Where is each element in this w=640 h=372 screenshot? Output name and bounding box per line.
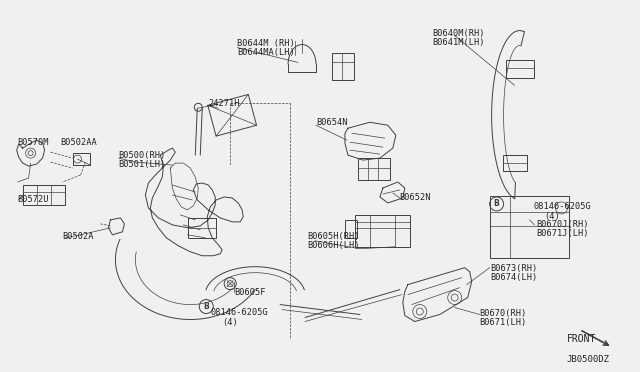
Text: (4): (4) xyxy=(545,212,560,221)
Text: B0673(RH): B0673(RH) xyxy=(491,264,538,273)
Bar xyxy=(188,218,216,238)
Text: 24271H: 24271H xyxy=(208,99,240,108)
Text: B: B xyxy=(493,199,499,208)
Text: B0605H(RH): B0605H(RH) xyxy=(307,232,360,241)
Bar xyxy=(355,215,410,247)
Text: B0606H(LH): B0606H(LH) xyxy=(307,241,360,250)
Bar xyxy=(358,158,390,180)
Text: B0570M: B0570M xyxy=(18,138,49,147)
Bar xyxy=(502,155,527,171)
Text: B0652N: B0652N xyxy=(399,193,430,202)
Text: B0572U: B0572U xyxy=(18,195,49,204)
Text: B0654N: B0654N xyxy=(316,118,348,127)
Text: B0644M (RH): B0644M (RH) xyxy=(237,39,295,48)
Text: B0670J(RH): B0670J(RH) xyxy=(536,220,589,229)
Text: 08146-6205G: 08146-6205G xyxy=(210,308,268,317)
Text: B: B xyxy=(204,302,209,311)
Text: B0605F: B0605F xyxy=(234,288,266,296)
Text: B0502AA: B0502AA xyxy=(61,138,97,147)
Text: B0500(RH): B0500(RH) xyxy=(118,151,166,160)
Text: B0501(LH): B0501(LH) xyxy=(118,160,166,169)
Text: B0641M(LH): B0641M(LH) xyxy=(432,38,484,46)
Text: B0640M(RH): B0640M(RH) xyxy=(432,29,484,38)
Bar xyxy=(332,52,354,80)
Bar xyxy=(490,196,570,258)
Bar xyxy=(345,220,357,238)
Text: FRONT: FRONT xyxy=(566,334,596,344)
Text: (4): (4) xyxy=(222,318,238,327)
Text: B0502A: B0502A xyxy=(63,232,94,241)
Text: B0674(LH): B0674(LH) xyxy=(491,273,538,282)
Text: JB0500DZ: JB0500DZ xyxy=(566,355,609,364)
Bar xyxy=(72,153,90,165)
Bar xyxy=(22,185,65,205)
Text: B0670(RH): B0670(RH) xyxy=(479,308,527,318)
Text: B0671J(LH): B0671J(LH) xyxy=(536,229,589,238)
Text: B0644MA(LH): B0644MA(LH) xyxy=(237,48,295,57)
Text: 08146-6205G: 08146-6205G xyxy=(534,202,591,211)
Bar xyxy=(506,61,534,78)
Text: B0671(LH): B0671(LH) xyxy=(479,318,527,327)
